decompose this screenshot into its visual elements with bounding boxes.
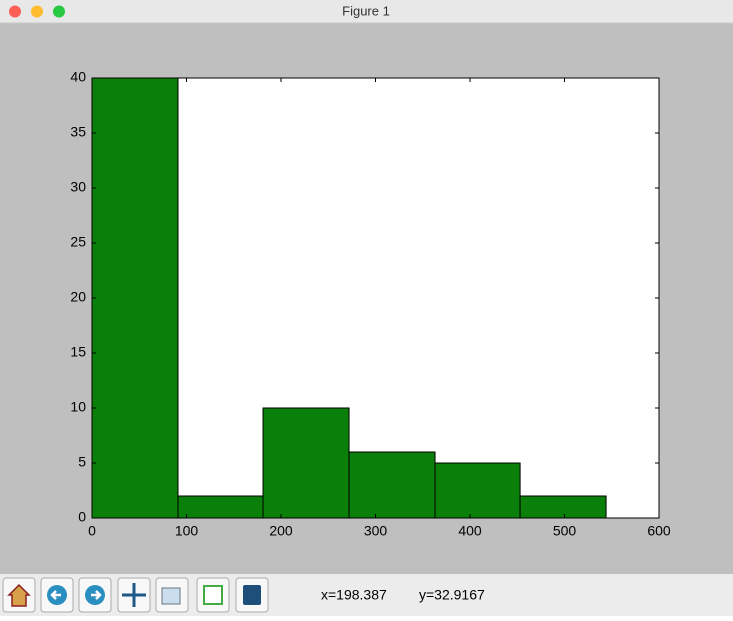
save-icon: [243, 585, 261, 605]
x-tick-label: 300: [364, 523, 388, 539]
bar: [262, 407, 350, 519]
toolbar-buttons: [2, 577, 269, 613]
window-title: Figure 1: [342, 3, 390, 18]
x-tick-label: 0: [88, 523, 96, 539]
home-icon: [7, 583, 31, 607]
y-tick-label: 5: [78, 454, 86, 470]
y-tick-label: 25: [70, 234, 86, 250]
y-tick-label: 40: [70, 69, 86, 85]
bar: [177, 495, 264, 519]
x-tick-label: 200: [269, 523, 293, 539]
y-tick-label: 10: [70, 399, 86, 415]
status-x: x=198.387: [321, 587, 387, 603]
title-bar: [0, 0, 733, 23]
pan-icon: [122, 583, 146, 607]
bar: [348, 451, 436, 519]
y-tick-label: 35: [70, 124, 86, 140]
back-arrow: [50, 590, 61, 600]
minimize-button[interactable]: [31, 5, 43, 18]
y-tick-label: 20: [70, 289, 86, 305]
x-tick-label: 400: [458, 523, 482, 539]
y-tick-label: 0: [78, 509, 86, 525]
y-tick-label: 30: [70, 179, 86, 195]
configure-icon: [203, 585, 223, 605]
x-tick-label: 100: [175, 523, 199, 539]
bar: [519, 495, 607, 519]
y-tick-label: 15: [70, 344, 86, 360]
bar: [91, 77, 179, 519]
x-tick-label: 600: [647, 523, 671, 539]
zoom-rect-icon: [161, 587, 181, 605]
plot-area: [92, 78, 659, 518]
status-y: y=32.9167: [419, 587, 485, 603]
bar: [434, 462, 521, 519]
x-tick-label: 500: [553, 523, 577, 539]
forward-arrow: [91, 590, 102, 600]
close-button[interactable]: [9, 5, 21, 18]
zoom-button[interactable]: [53, 5, 65, 18]
